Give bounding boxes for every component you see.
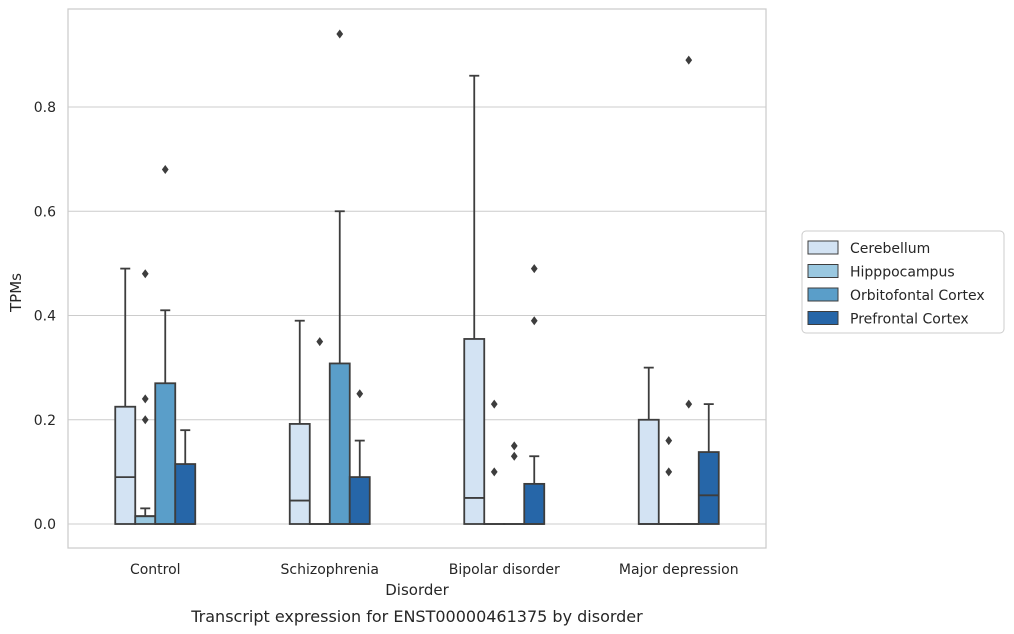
y-tick-label: 0.4	[34, 309, 56, 325]
box-prefrontal-cortex-2	[523, 264, 546, 525]
box-body	[328, 362, 351, 525]
x-tick-label: Major depression	[619, 562, 739, 578]
legend-swatch	[807, 287, 839, 302]
box-body	[463, 338, 486, 525]
box-body	[697, 451, 720, 525]
box-cerebellum-1	[288, 319, 311, 525]
y-tick-label: 0.6	[34, 204, 56, 220]
box-orbitofontal-cortex-3	[677, 55, 700, 525]
outlier-point	[141, 394, 149, 404]
plot-area-frame	[67, 8, 767, 549]
outlier-point	[490, 467, 498, 477]
box-body	[637, 418, 660, 525]
box-prefrontal-cortex-0	[174, 429, 197, 525]
outlier-point	[490, 399, 498, 409]
box-cerebellum-0	[114, 267, 137, 525]
outlier-point	[685, 55, 693, 65]
box-body	[134, 515, 157, 525]
outlier-point	[141, 269, 149, 279]
box-hipppocampus-0	[134, 269, 157, 525]
outlier-point	[141, 415, 149, 425]
outlier-point	[530, 316, 538, 326]
y-tick-label: 0.8	[34, 100, 56, 116]
x-tick-label: Control	[130, 562, 181, 578]
box-orbitofontal-cortex-0	[154, 165, 177, 525]
box-body	[154, 382, 177, 525]
figure-caption: Transcript expression for ENST0000046137…	[190, 607, 643, 626]
legend-swatch	[807, 240, 839, 255]
y-axis-ticks: 0.0 0.2 0.4 0.6 0.8	[34, 100, 56, 533]
outlier-point	[665, 436, 673, 446]
outlier-point	[161, 165, 169, 175]
outlier-point	[510, 441, 518, 451]
legend-label: Hipppocampus	[850, 265, 955, 281]
outlier-point	[665, 467, 673, 477]
legend-label: Orbitofontal Cortex	[850, 288, 985, 304]
y-tick-label: 0.0	[34, 517, 56, 533]
x-axis-title: Disorder	[385, 581, 449, 599]
outlier-point	[510, 451, 518, 461]
box-cerebellum-2	[463, 74, 486, 525]
outlier-point	[316, 337, 324, 347]
box-orbitofontal-cortex-2	[503, 441, 526, 525]
x-tick-label: Bipolar disorder	[449, 562, 560, 578]
legend-label: Cerebellum	[850, 241, 930, 257]
box-body	[288, 423, 311, 525]
outlier-point	[336, 29, 344, 39]
box-prefrontal-cortex-3	[697, 403, 720, 525]
y-tick-label: 0.2	[34, 413, 56, 429]
box-body	[114, 405, 137, 525]
outlier-point	[530, 264, 538, 274]
boxes	[114, 29, 720, 525]
x-tick-label: Schizophrenia	[281, 562, 379, 578]
legend-swatch	[807, 311, 839, 325]
box-prefrontal-cortex-1	[348, 389, 371, 525]
box-body	[174, 463, 197, 525]
box-hipppocampus-1	[308, 337, 331, 525]
y-axis-title: TPMs	[7, 273, 25, 313]
x-axis-ticks: Control Schizophrenia Bipolar disorder Majo…	[130, 562, 739, 578]
outlier-point	[685, 399, 693, 409]
legend-label: Prefrontal Cortex	[850, 312, 969, 328]
box-hipppocampus-2	[483, 399, 506, 525]
box-hipppocampus-3	[657, 436, 680, 525]
box-body	[348, 476, 371, 525]
box-orbitofontal-cortex-1	[328, 29, 351, 525]
legend: Cerebellum Hipppocampus Orbitofontal Corte…	[801, 230, 1005, 334]
legend-frame	[801, 230, 1005, 334]
box-body	[523, 482, 546, 525]
outlier-point	[356, 389, 364, 399]
box-cerebellum-3	[637, 366, 660, 525]
legend-swatch	[807, 264, 839, 278]
